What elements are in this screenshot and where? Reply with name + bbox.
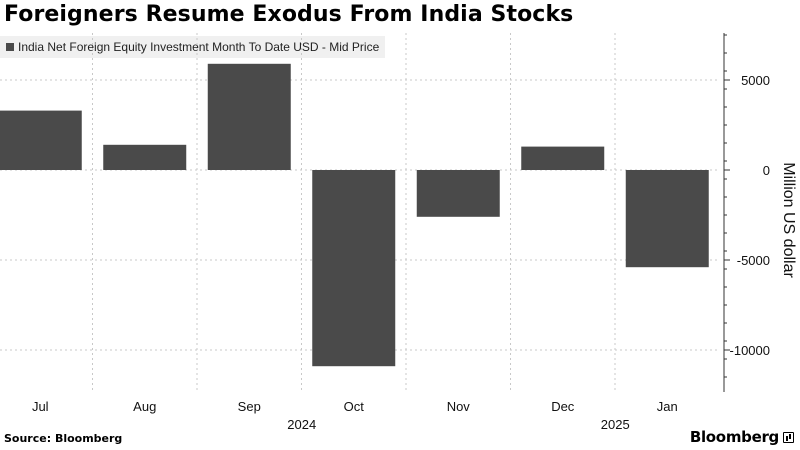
y-axis-label: Million US dollar [780, 162, 797, 278]
year-label: 2025 [601, 417, 630, 432]
x-tick-label: Nov [447, 399, 471, 414]
x-tick-label: Jan [657, 399, 678, 414]
x-tick-label: Oct [344, 399, 365, 414]
bar-layer [0, 63, 709, 367]
y-tick-label: -5000 [737, 253, 770, 268]
x-tick-label: Sep [238, 399, 261, 414]
bar-oct [312, 170, 396, 367]
bar-aug [103, 144, 187, 170]
legend-swatch [6, 43, 14, 51]
y-tick-label: -10000 [730, 343, 770, 358]
brand-logo: Bloomberg [690, 428, 794, 446]
bar-dec [521, 146, 605, 170]
bar-sep [207, 63, 291, 170]
bar-nov [416, 170, 500, 217]
legend-label: India Net Foreign Equity Investment Mont… [18, 40, 380, 54]
axis-layer: 5000 0 -5000 -10000 Jul Aug Sep Oct Nov Dec Jan 202… [32, 33, 770, 432]
bar-jan [625, 170, 709, 268]
x-tick-label: Aug [133, 399, 156, 414]
legend: India Net Foreign Equity Investment Mont… [0, 36, 386, 58]
y-tick-label: 0 [763, 163, 770, 178]
x-tick-label: Dec [551, 399, 575, 414]
x-tick-label: Jul [32, 399, 49, 414]
y-tick-label: 5000 [741, 73, 770, 88]
brand-name: Bloomberg [689, 428, 779, 446]
bar-chart-icon [783, 431, 794, 443]
bar-jul [0, 110, 82, 170]
year-label: 2024 [287, 417, 316, 432]
chart-title: Foreigners Resume Exodus From India Stoc… [4, 2, 574, 27]
source-note: Source: Bloomberg [4, 432, 123, 445]
